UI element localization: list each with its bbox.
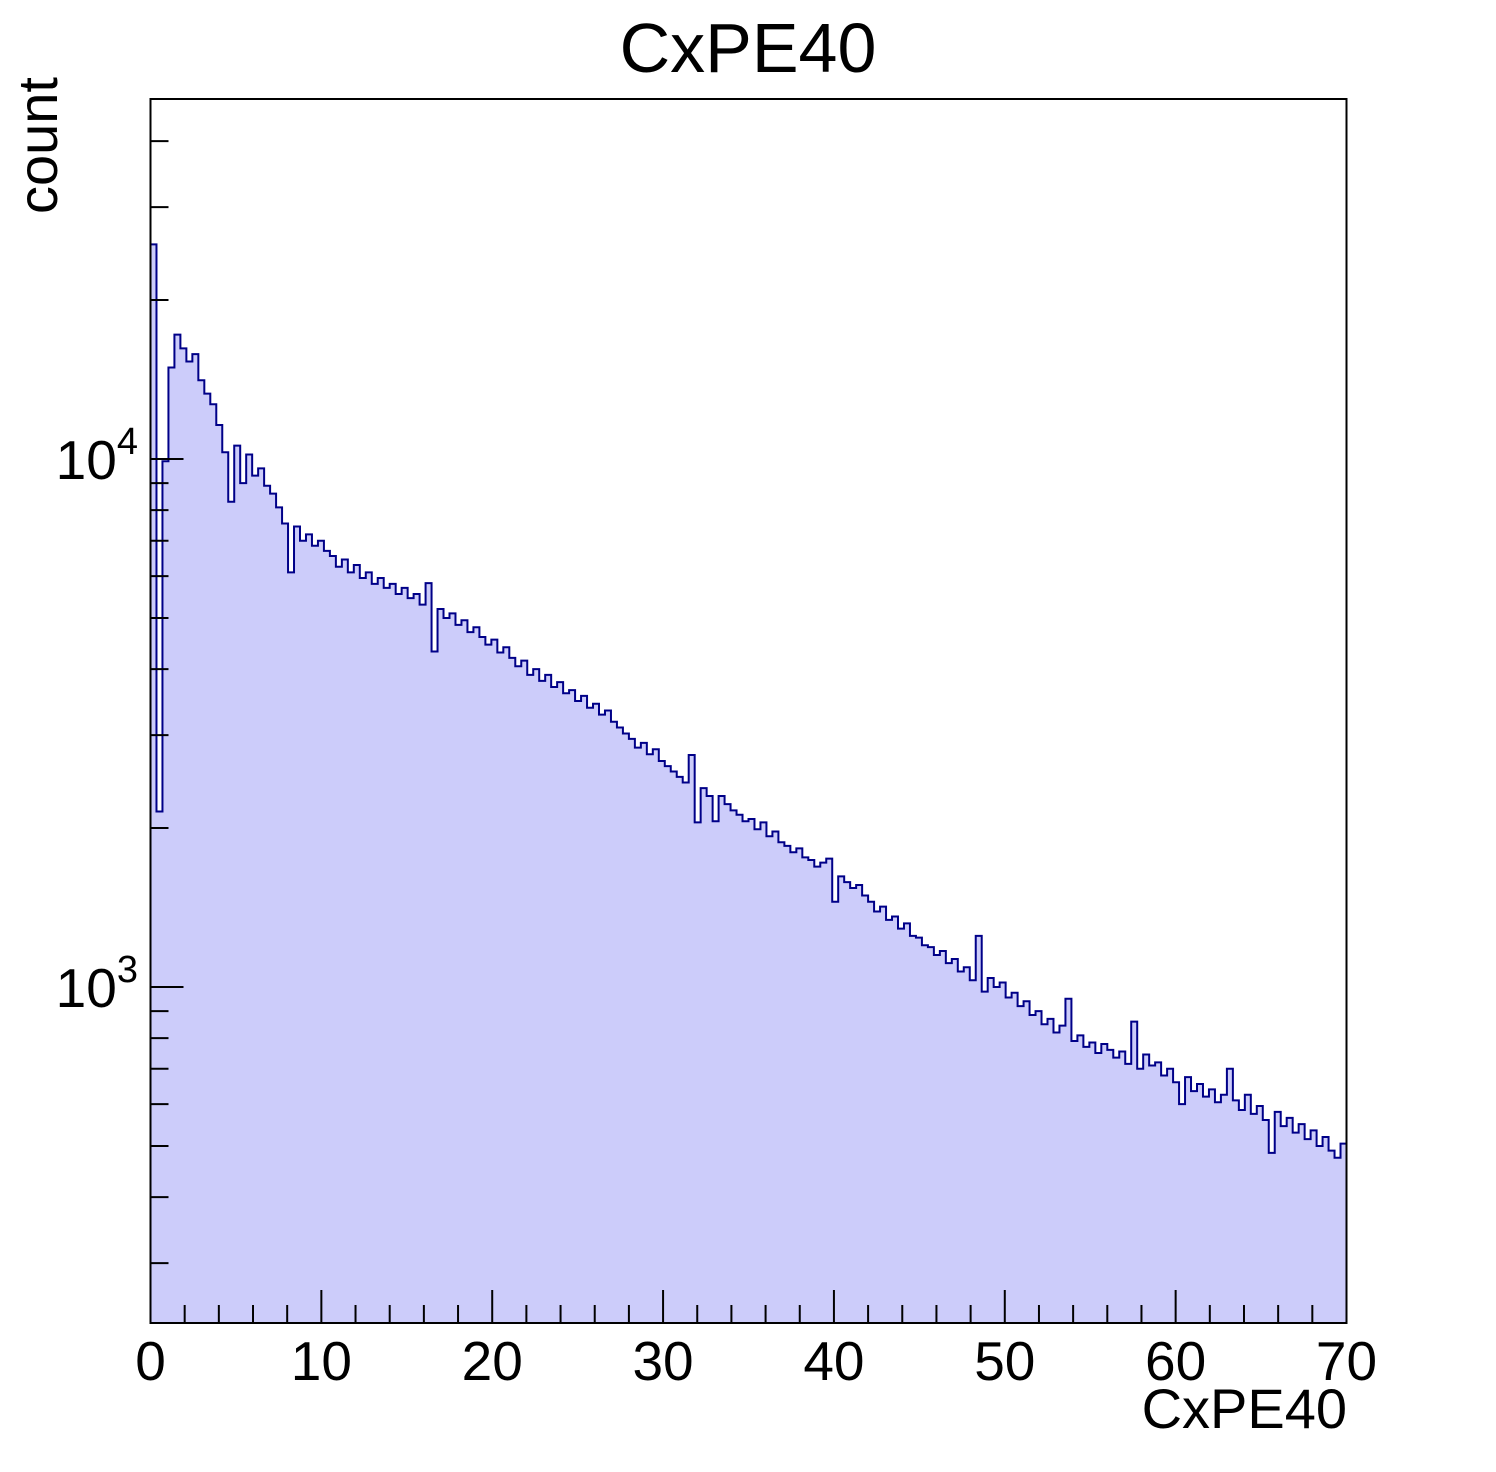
- histogram-step-path: [149, 243, 1348, 1324]
- x-axis-tick-label: 50: [974, 1330, 1035, 1392]
- y-axis-tick-label: 104: [56, 421, 138, 491]
- x-axis-tick-label: 10: [291, 1330, 352, 1392]
- plot-frame: [149, 98, 1348, 1324]
- y-axis: 103 104: [56, 140, 184, 1265]
- y-axis-tick-label: 103: [56, 949, 138, 1019]
- x-axis: 0 10 20 30 40 50 60 70: [135, 1290, 1377, 1392]
- x-axis-tick-label: 60: [1145, 1330, 1206, 1392]
- histogram-series: [149, 243, 1348, 1324]
- x-axis-tick-label: 40: [803, 1330, 864, 1392]
- x-axis-label: CxPE40: [1142, 1377, 1347, 1440]
- x-axis-tick-label: 0: [135, 1330, 166, 1392]
- y-axis-label: count: [6, 77, 69, 214]
- x-axis-tick-label: 70: [1316, 1330, 1377, 1392]
- x-axis-tick-label: 30: [632, 1330, 693, 1392]
- x-axis-tick-label: 20: [462, 1330, 523, 1392]
- chart-title: CxPE40: [620, 9, 877, 87]
